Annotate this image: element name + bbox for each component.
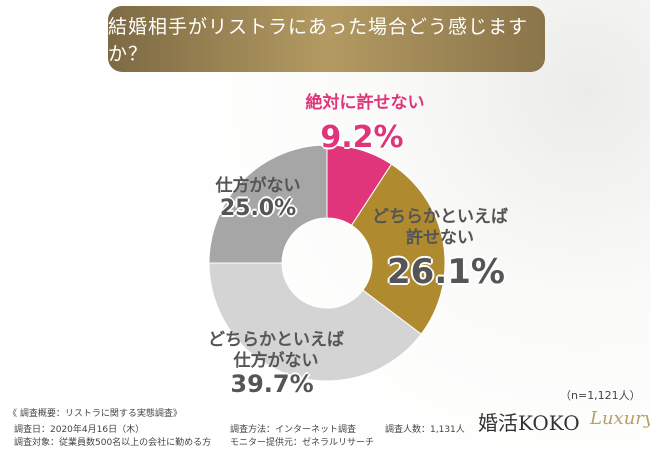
sample-size: （n=1,121人） — [560, 389, 641, 402]
slice-label: どちらかといえば許せない — [371, 207, 508, 248]
slice-label: 仕方がない — [215, 176, 301, 196]
donut-slice — [208, 144, 328, 264]
logo: 婚活KOKO — [478, 411, 580, 435]
slice-label: どちらかといえば仕方がない — [207, 330, 344, 371]
footer-item: 調査方法：インターネット調査 — [230, 425, 357, 435]
footer-item: 調査対象：従業員数500名以上の会社に勤める方 — [14, 438, 212, 448]
footer-heading: 《 調査概要：リストラに関する実態調査》 — [8, 409, 182, 419]
value-label: 26.1% — [387, 252, 505, 292]
logo-sub: Luxury — [590, 408, 650, 429]
donut-slice — [350, 163, 446, 335]
footer-item: モニター提供元：ゼネラルリサーチ — [230, 438, 375, 448]
donut-slice — [208, 262, 422, 382]
footer-item: 調査日：2020年4月16日（木） — [14, 425, 145, 435]
footer-item: 調査人数：1,131人 — [385, 425, 465, 435]
slice-label: 絶対に許せない — [305, 93, 425, 113]
value-label: 39.7% — [230, 370, 314, 398]
value-label: 9.2% — [320, 120, 404, 155]
title-banner: 結婚相手がリストラにあった場合どう感じますか？ — [108, 6, 545, 72]
value-label: 25.0% — [219, 196, 297, 221]
